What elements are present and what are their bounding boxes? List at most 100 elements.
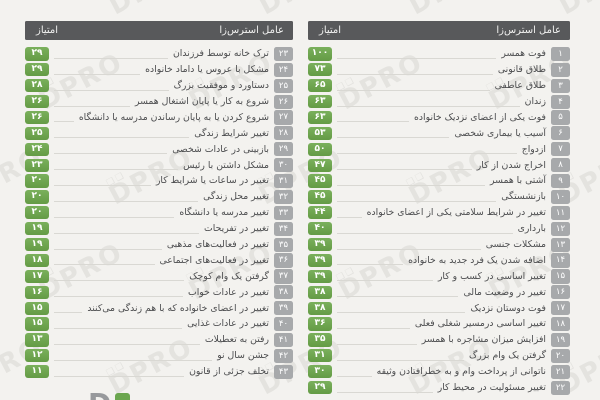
score-badge: ۳۸ xyxy=(308,301,332,315)
table-row: ۴۰ تغییر در عادات غذایی ۱۵ xyxy=(25,316,293,332)
row-divider xyxy=(337,57,497,59)
table-row: ۳۱ تغییر در ساعات یا شرایط کار ۲۰ xyxy=(25,173,293,189)
table-row: ۳۷ گرفتن یک وام کوچک ۱۷ xyxy=(25,268,293,284)
score-badge: ۳۶ xyxy=(308,317,332,331)
score-badge: ۲۰ xyxy=(25,174,49,188)
table-row: ۱۹ افزایش میزان مشاجره با همسر ۳۵ xyxy=(308,332,570,348)
table-row: ۳۴ تغییر در تفریحات ۱۹ xyxy=(25,221,293,237)
row-divider xyxy=(337,200,497,202)
score-badge: ۱۷ xyxy=(25,269,49,283)
stress-factor-label: ترک خانه توسط فرزندان xyxy=(172,48,269,60)
rank-badge: ۴۳ xyxy=(274,364,293,379)
row-divider xyxy=(337,375,372,377)
table-row: ۷ ازدواج ۵۰ xyxy=(308,141,570,157)
score-badge: ۲۶ xyxy=(25,95,49,109)
watermark-text: DPRO xyxy=(552,0,600,21)
stress-factor-label: شروع به کار یا پایان اشتغال همسر xyxy=(134,95,269,107)
watermark-text: DPRO xyxy=(102,0,198,21)
row-divider xyxy=(54,232,200,234)
table-row: ۱۶ تغییر در وضعیت مالی ۳۸ xyxy=(308,284,570,300)
score-badge: ۴۵ xyxy=(308,190,332,204)
score-badge: ۲۸ xyxy=(25,79,49,93)
table-row: ۳ طلاق عاطفی ۶۵ xyxy=(308,78,570,94)
score-badge: ۴۵ xyxy=(308,174,332,188)
row-divider xyxy=(337,232,513,234)
rank-badge: ۱۰ xyxy=(551,189,570,205)
rank-badge: ۴۱ xyxy=(274,332,293,348)
rank-badge: ۳۲ xyxy=(274,189,293,205)
stress-factor-label: اخراج شدن از کار xyxy=(476,159,546,171)
stress-factor-label: مشکلات جنسی xyxy=(485,238,546,250)
stress-factor-label: گرفتن یک وام بزرگ xyxy=(468,350,546,362)
stress-factor-label: گرفتن یک وام کوچک xyxy=(189,270,269,282)
score-badge: ۲۳ xyxy=(25,158,49,172)
stress-factor-label: تغییر مدرسه یا دانشگاه xyxy=(179,207,269,219)
score-badge: ۳۹ xyxy=(308,269,332,283)
stress-factor-label: بازنشستگی xyxy=(501,191,546,203)
rank-badge: ۱۴ xyxy=(551,253,570,268)
header-score-label: امتیاز xyxy=(319,25,342,36)
header-factor-label: عامل استرس‌زا xyxy=(219,25,284,36)
stress-factor-label: زندان xyxy=(524,95,546,107)
row-divider xyxy=(54,375,185,377)
row-divider xyxy=(54,248,162,250)
table-row: ۱۲ بارداری ۴۰ xyxy=(308,221,570,237)
score-badge: ۲۹ xyxy=(25,47,49,61)
rank-badge: ۱۱ xyxy=(551,205,570,220)
rank-badge: ۱ xyxy=(551,46,570,62)
stress-factor-label: رفتن به تعطیلات xyxy=(204,334,269,346)
dpro-logo: D xyxy=(88,390,131,400)
score-badge: ۶۳ xyxy=(308,110,332,125)
row-divider xyxy=(337,216,362,218)
table-rows-left: ۲۳ ترک خانه توسط فرزندان ۲۹ ۲۴ مشکل با ع… xyxy=(25,46,293,380)
rank-badge: ۳۶ xyxy=(274,253,293,268)
row-divider xyxy=(54,359,213,361)
score-badge: ۴۰ xyxy=(308,222,332,236)
watermark-text: DPRO xyxy=(402,0,498,21)
rank-badge: ۳۸ xyxy=(274,285,293,300)
score-badge: ۳۱ xyxy=(308,349,332,363)
row-divider xyxy=(337,280,433,282)
rank-badge: ۳۳ xyxy=(274,205,293,220)
row-divider xyxy=(54,137,190,139)
row-divider xyxy=(337,264,404,266)
rank-badge: ۲۱ xyxy=(551,364,570,379)
rank-badge: ۲ xyxy=(551,62,570,77)
row-divider xyxy=(54,343,200,345)
score-badge: ۵۳ xyxy=(308,126,332,140)
rank-badge: ۲۳ xyxy=(274,46,293,62)
row-divider xyxy=(337,359,464,361)
score-badge: ۶۳ xyxy=(308,95,332,109)
rank-badge: ۲۸ xyxy=(274,126,293,141)
rank-badge: ۱۲ xyxy=(551,221,570,236)
row-divider xyxy=(337,312,466,314)
score-badge: ۱۱ xyxy=(25,365,49,379)
row-divider xyxy=(54,264,155,266)
table-row: ۱۸ تغییر اساسی درمسیر شغلی فعلی ۳۶ xyxy=(308,316,570,332)
rank-badge: ۱۶ xyxy=(551,285,570,300)
table-row: ۱ فوت همسر ۱۰۰ xyxy=(308,46,570,62)
stress-factor-label: طلاق عاطفی xyxy=(494,80,546,92)
rank-badge: ۲۷ xyxy=(274,110,293,125)
rank-badge: ۴ xyxy=(551,94,570,109)
stress-table-right: عامل استرس‌زا امتیاز ۱ فوت همسر ۱۰۰ ۲ طل… xyxy=(308,21,570,396)
stress-factor-label: تغییر اساسی در کسب و کار xyxy=(437,270,546,282)
rank-badge: ۳۴ xyxy=(274,221,293,236)
table-row: ۸ اخراج شدن از کار ۴۷ xyxy=(308,157,570,173)
table-row: ۲۰ گرفتن یک وام بزرگ ۳۱ xyxy=(308,348,570,364)
watermark-text: DPRO xyxy=(252,0,348,21)
score-badge: ۲۹ xyxy=(308,381,332,395)
score-badge: ۷۳ xyxy=(308,63,332,77)
stress-factor-label: تغییر محل زندگی xyxy=(203,191,269,203)
row-divider xyxy=(54,73,141,75)
score-badge: ۱۰۰ xyxy=(308,47,332,61)
logo-letter: D xyxy=(88,390,111,400)
table-header-left: عامل استرس‌زا امتیاز xyxy=(25,21,293,40)
row-divider xyxy=(337,296,459,298)
table-row: ۱۴ اضافه شدن یک فرد جدید به خانواده ۳۹ xyxy=(308,253,570,269)
score-badge: ۱۸ xyxy=(25,253,49,268)
rank-badge: ۲۲ xyxy=(551,380,570,395)
score-badge: ۲۶ xyxy=(25,110,49,125)
rank-badge: ۳۱ xyxy=(274,173,293,189)
stress-factor-label: تخلف جزئی از قانون xyxy=(189,366,269,378)
